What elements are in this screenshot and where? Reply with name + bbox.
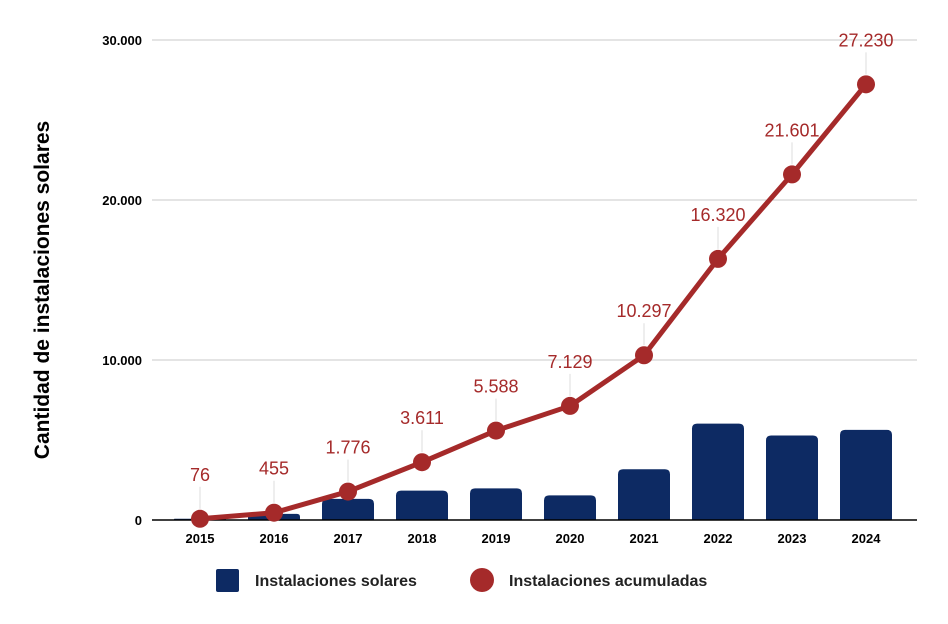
bar bbox=[840, 429, 892, 520]
x-tick-label: 2022 bbox=[704, 531, 733, 546]
x-tick-label: 2016 bbox=[260, 531, 289, 546]
data-label: 27.230 bbox=[838, 30, 893, 50]
data-label: 5.588 bbox=[473, 377, 518, 397]
bar bbox=[766, 435, 818, 520]
line-point bbox=[857, 75, 875, 94]
data-label: 76 bbox=[190, 465, 210, 485]
bar bbox=[396, 490, 448, 520]
bar bbox=[322, 498, 374, 520]
data-label: 7.129 bbox=[547, 352, 592, 372]
y-axis-ticks: 0 10.000 20.000 30.000 bbox=[102, 33, 142, 528]
legend-label-bars: Instalaciones solares bbox=[255, 573, 417, 590]
x-tick-label: 2017 bbox=[334, 531, 363, 546]
data-label: 3.611 bbox=[400, 408, 444, 428]
label-leader-lines bbox=[199, 52, 867, 509]
data-label: 1.776 bbox=[325, 438, 370, 458]
legend-swatch-line bbox=[470, 568, 494, 592]
x-tick-label: 2023 bbox=[778, 531, 807, 546]
data-label: 21.601 bbox=[764, 120, 819, 140]
x-tick-label: 2015 bbox=[186, 531, 215, 546]
x-tick-label: 2021 bbox=[630, 531, 659, 546]
x-tick-label: 2019 bbox=[482, 531, 511, 546]
line-point bbox=[783, 165, 801, 184]
legend: Instalaciones solares Instalaciones acum… bbox=[216, 568, 707, 592]
data-label: 455 bbox=[259, 459, 289, 479]
line-point bbox=[339, 482, 357, 501]
data-label: 10.297 bbox=[616, 301, 671, 321]
y-tick-label: 20.000 bbox=[102, 193, 142, 208]
y-tick-label: 0 bbox=[135, 513, 142, 528]
bar bbox=[692, 423, 744, 520]
bar bbox=[618, 469, 670, 520]
data-label: 16.320 bbox=[690, 205, 745, 225]
x-tick-label: 2018 bbox=[408, 531, 437, 546]
y-axis-title: Cantidad de instalaciones solares bbox=[31, 121, 54, 459]
bar bbox=[544, 495, 596, 520]
y-tick-label: 10.000 bbox=[102, 353, 142, 368]
line-series bbox=[197, 81, 869, 522]
line-point bbox=[265, 503, 283, 522]
x-axis-ticks: 2015 2016 2017 2018 2019 2020 2021 2022 2023 2024 bbox=[186, 531, 882, 546]
legend-label-line: Instalaciones acumuladas bbox=[509, 573, 707, 590]
line-point bbox=[561, 396, 579, 415]
y-tick-label: 30.000 bbox=[102, 33, 142, 48]
x-tick-label: 2024 bbox=[852, 531, 882, 546]
line-point bbox=[487, 421, 505, 440]
line-point bbox=[191, 509, 209, 528]
legend-swatch-bars bbox=[216, 569, 239, 592]
line-points bbox=[191, 75, 875, 528]
x-tick-label: 2020 bbox=[556, 531, 585, 546]
line-point bbox=[709, 249, 727, 268]
line-point bbox=[413, 453, 431, 472]
line-point bbox=[635, 346, 653, 365]
gridlines bbox=[152, 39, 917, 361]
bar bbox=[470, 488, 522, 520]
line-data-labels: 76 455 1.776 3.611 5.588 7.129 10.297 16.320 21.… bbox=[190, 30, 894, 484]
